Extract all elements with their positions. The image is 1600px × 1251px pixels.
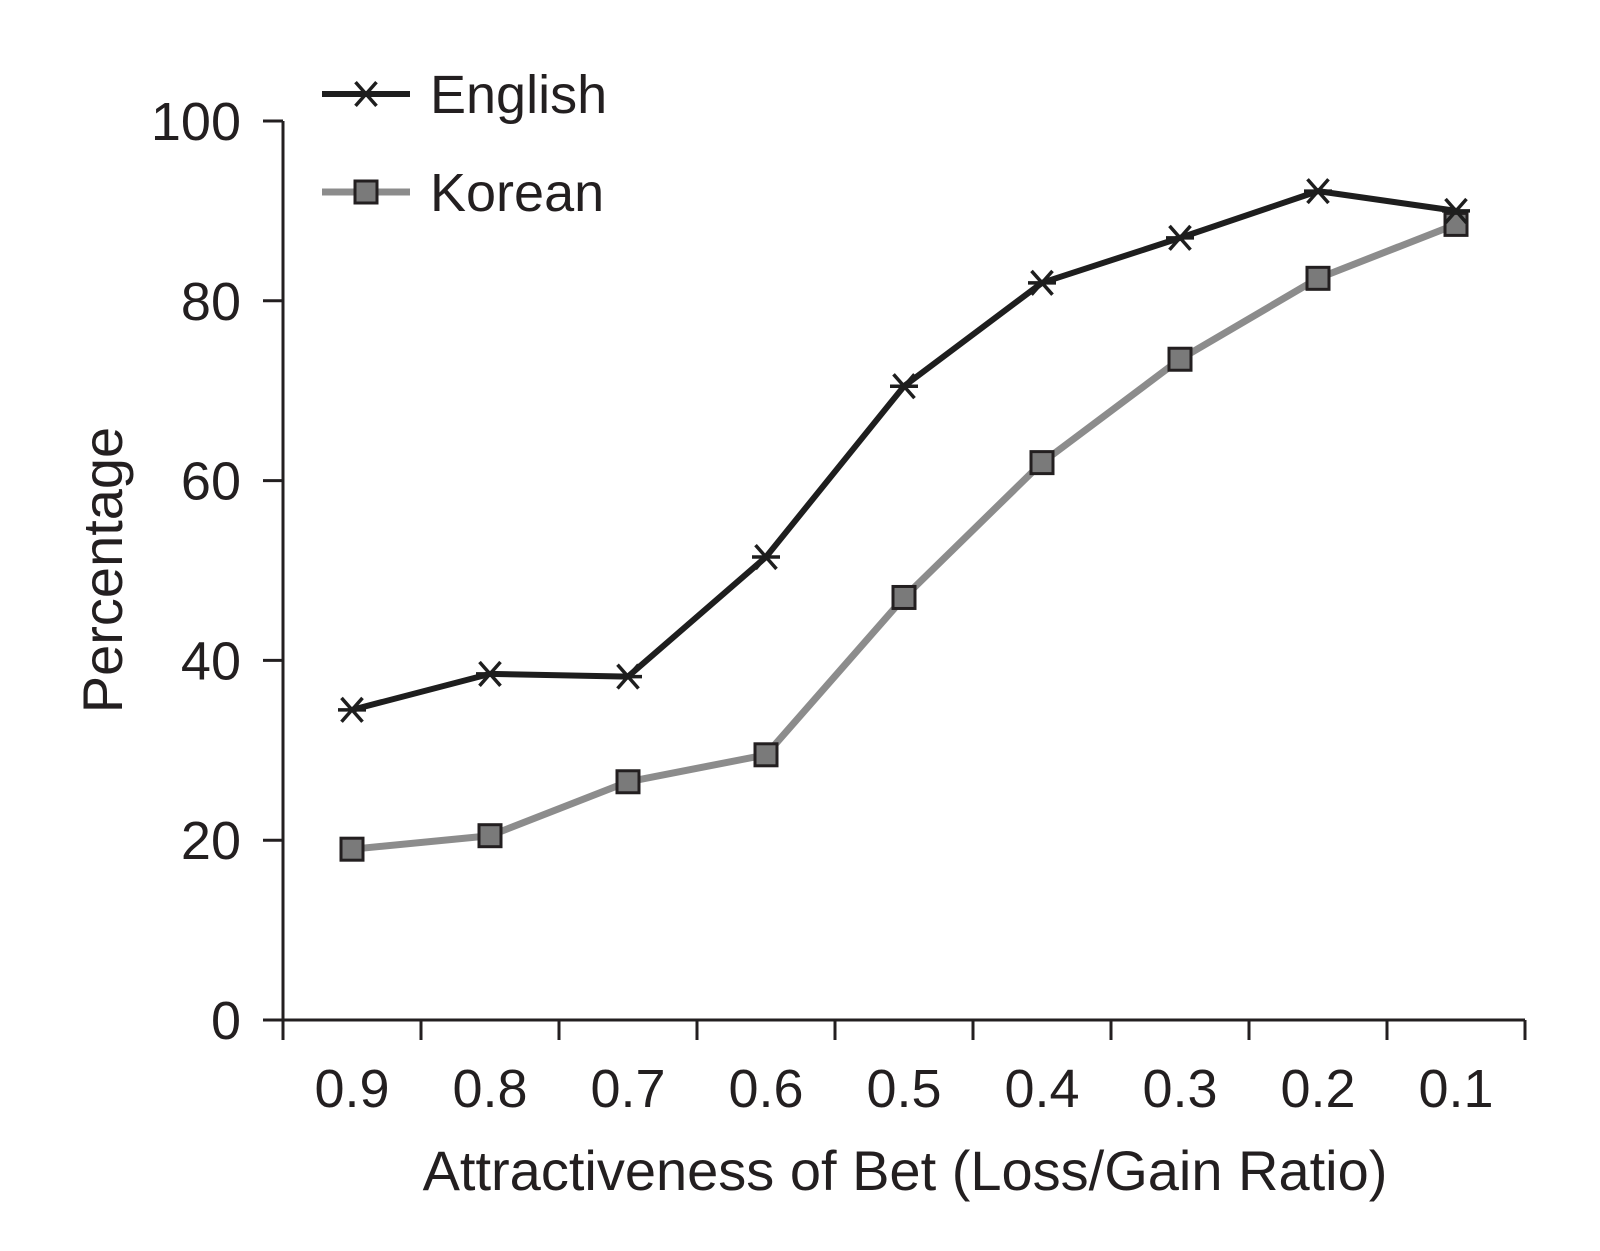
x-tick-label: 0.2 <box>1280 1059 1355 1119</box>
asterisk-stroke <box>892 373 916 400</box>
asterisk-stroke <box>354 80 378 108</box>
asterisk-stroke <box>478 660 502 687</box>
asterisk-marker <box>352 80 380 108</box>
asterisk-stroke <box>1444 197 1468 224</box>
asterisk-stroke <box>1306 178 1330 205</box>
legend: English Korean <box>322 65 607 223</box>
series-line <box>351 221 1458 853</box>
legend-item-english: English <box>322 65 607 125</box>
asterisk-marker <box>1028 269 1056 296</box>
square-marker <box>1305 265 1331 291</box>
asterisk-stroke <box>1168 224 1192 251</box>
asterisk-stroke <box>754 543 778 571</box>
asterisk-marker <box>1442 197 1470 224</box>
x-tick-label: 0.9 <box>314 1059 389 1119</box>
x-tick-label: 0.7 <box>590 1059 665 1119</box>
y-ticks: 0 20 40 60 80 100 <box>151 92 283 1051</box>
legend-item-korean: Korean <box>322 163 604 223</box>
square-marker <box>339 836 365 862</box>
square-marker <box>1167 346 1193 372</box>
x-tick-label: 0.6 <box>728 1059 803 1119</box>
asterisk-stroke <box>1030 269 1054 296</box>
legend-label: English <box>430 65 607 125</box>
y-tick-label: 40 <box>181 631 241 691</box>
x-tick-label: 0.8 <box>452 1059 527 1119</box>
series-line <box>351 188 1457 713</box>
axes <box>263 121 1525 1022</box>
legend-label: Korean <box>430 163 604 223</box>
y-tick-label: 20 <box>181 811 241 871</box>
square-marker <box>477 823 503 849</box>
asterisk-marker <box>1166 224 1194 251</box>
asterisk-marker <box>1304 178 1332 205</box>
asterisk-stroke <box>616 663 640 690</box>
x-ticks: 0.9 0.8 0.7 0.6 0.5 0.4 0.3 0.2 0.1 <box>281 1020 1527 1119</box>
square-marker <box>1029 450 1055 476</box>
y-axis-title: Percentage <box>71 427 134 713</box>
square-marker <box>753 742 779 768</box>
y-tick-label: 60 <box>181 452 241 512</box>
square-marker <box>891 584 917 610</box>
asterisk-marker <box>476 660 504 687</box>
asterisk-stroke <box>340 696 364 723</box>
x-tick-label: 0.4 <box>1004 1059 1079 1119</box>
y-tick-label: 80 <box>181 272 241 332</box>
asterisk-marker <box>752 543 780 571</box>
square-marker <box>615 769 641 795</box>
square-marker <box>353 179 379 205</box>
series-korean <box>339 211 1469 862</box>
asterisk-marker <box>338 696 366 723</box>
x-axis-title: Attractiveness of Bet (Loss/Gain Ratio) <box>423 1139 1388 1202</box>
asterisk-marker <box>890 373 918 400</box>
asterisk-marker <box>614 663 642 690</box>
square-marker <box>1443 211 1469 237</box>
y-tick-label: 100 <box>151 92 241 152</box>
x-tick-label: 0.1 <box>1418 1059 1493 1119</box>
series-layer <box>338 178 1470 862</box>
y-tick-label: 0 <box>211 991 241 1051</box>
x-tick-label: 0.5 <box>866 1059 941 1119</box>
series-english <box>338 178 1470 723</box>
x-tick-label: 0.3 <box>1142 1059 1217 1119</box>
